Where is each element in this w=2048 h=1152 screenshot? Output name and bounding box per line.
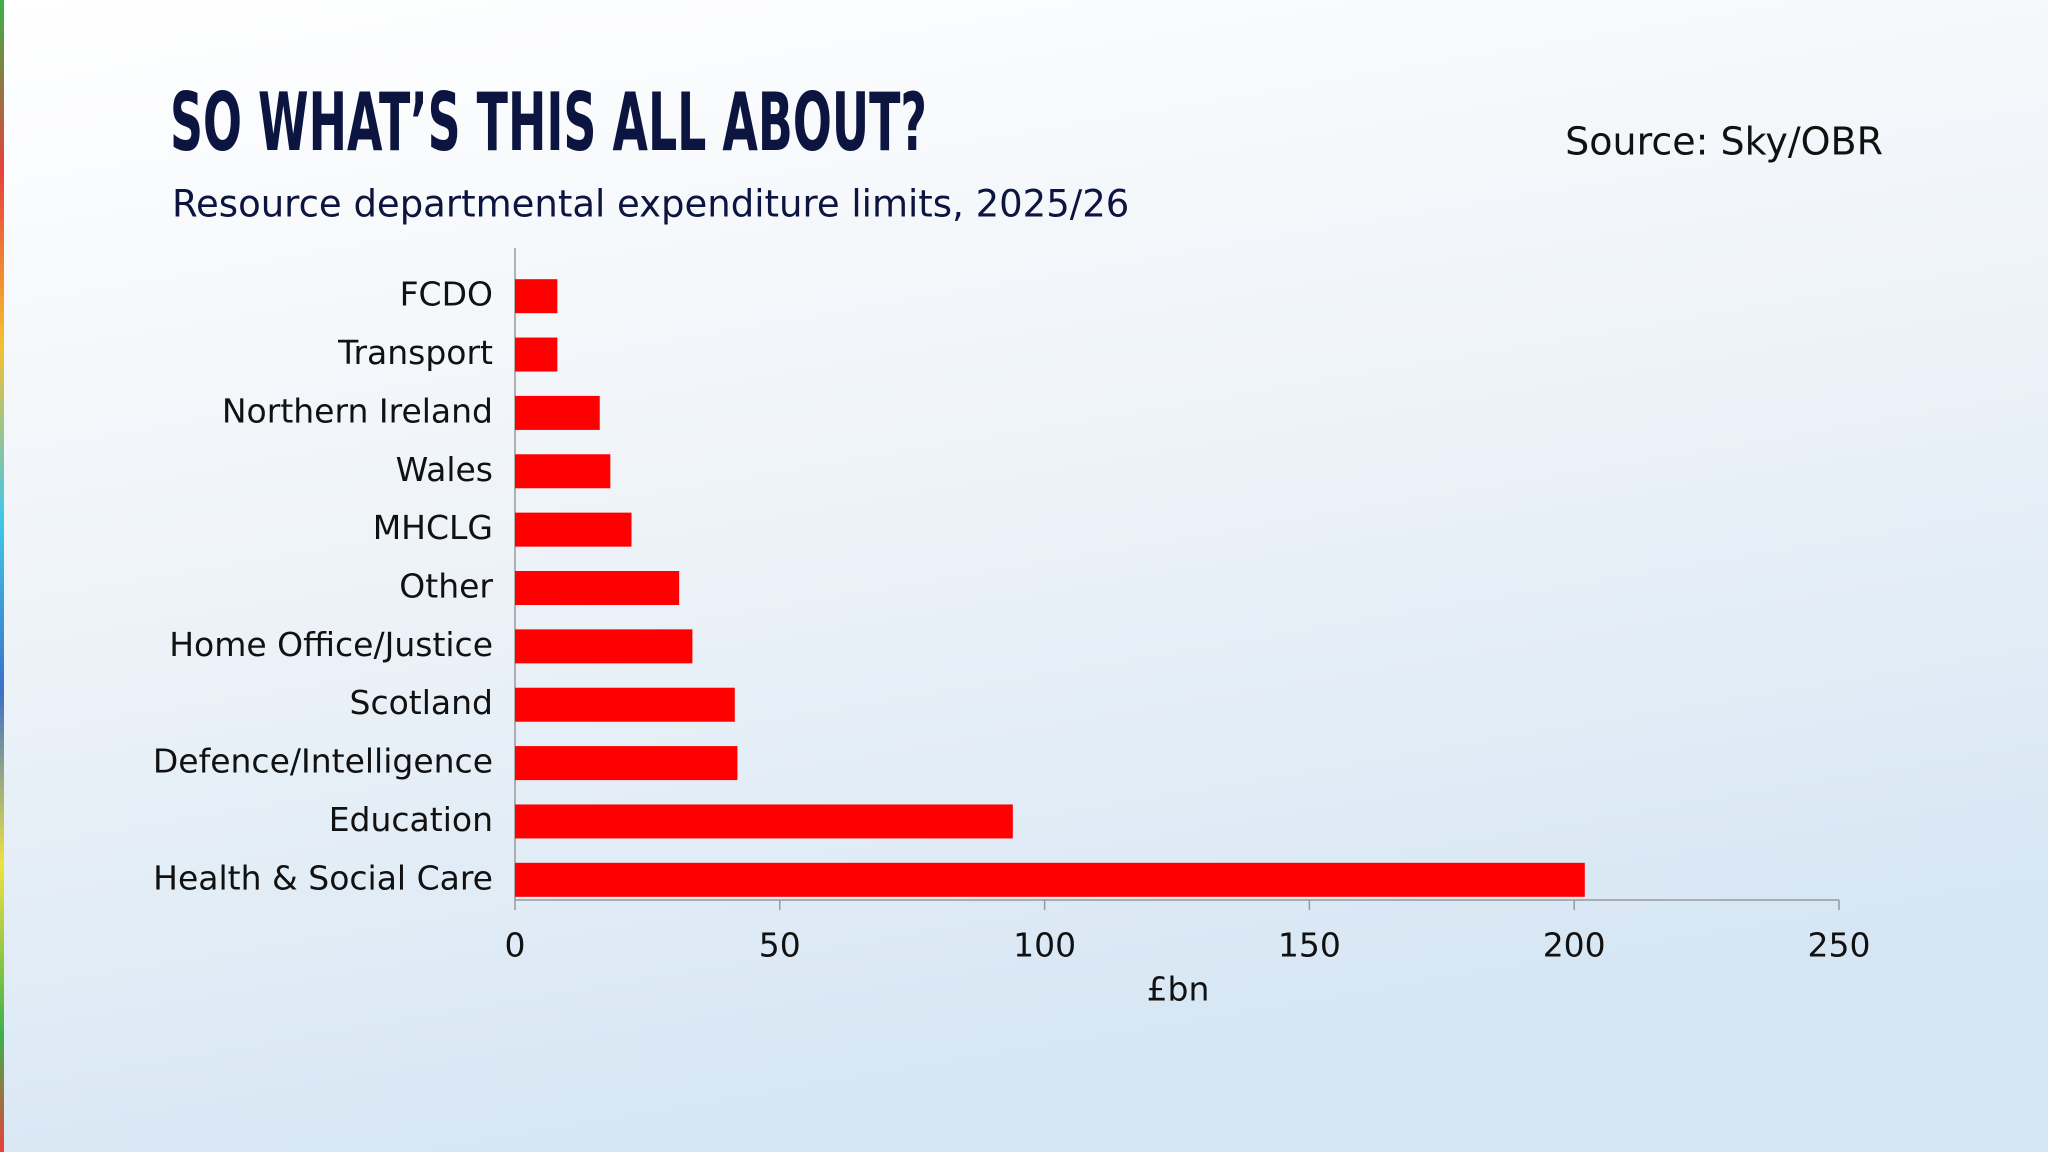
y-tick-label: FCDO: [400, 275, 493, 314]
y-tick-label: Education: [329, 800, 493, 839]
x-axis-label: £bn: [1147, 970, 1210, 1009]
y-tick-label: Wales: [396, 450, 493, 489]
x-tick-label: 150: [1278, 926, 1341, 965]
bar: [515, 454, 611, 489]
chart-title: SO WHAT’S THIS ALL ABOUT?: [170, 76, 927, 169]
edge-stripe: [0, 0, 4, 1152]
chart-subtitle: Resource departmental expenditure limits…: [172, 183, 1129, 226]
x-tick-label: 200: [1543, 926, 1606, 965]
x-tick-label: 50: [759, 926, 801, 965]
source: Source: Sky/OBR: [1565, 120, 1883, 164]
x-tick-label: 250: [1808, 926, 1871, 965]
bar: [515, 687, 735, 722]
y-tick-label: Other: [399, 567, 493, 606]
x-tick-label: 100: [1013, 926, 1076, 965]
bar: [515, 629, 693, 664]
y-tick-label: Transport: [337, 333, 493, 372]
bar: [515, 279, 558, 314]
y-tick-label: Defence/Intelligence: [153, 742, 493, 781]
y-tick-label: Health & Social Care: [153, 858, 493, 897]
bar: [515, 804, 1013, 839]
y-tick-label: Scotland: [350, 683, 493, 722]
bar: [515, 395, 600, 430]
bar: [515, 746, 738, 781]
y-tick-label: MHCLG: [373, 508, 493, 547]
bar: [515, 862, 1585, 897]
y-tick-label: Home Office/Justice: [169, 625, 493, 664]
bar: [515, 337, 558, 372]
bar: [515, 512, 632, 547]
y-tick-label: Northern Ireland: [222, 391, 493, 430]
bar: [515, 571, 680, 605]
x-tick-label: 0: [505, 926, 526, 965]
